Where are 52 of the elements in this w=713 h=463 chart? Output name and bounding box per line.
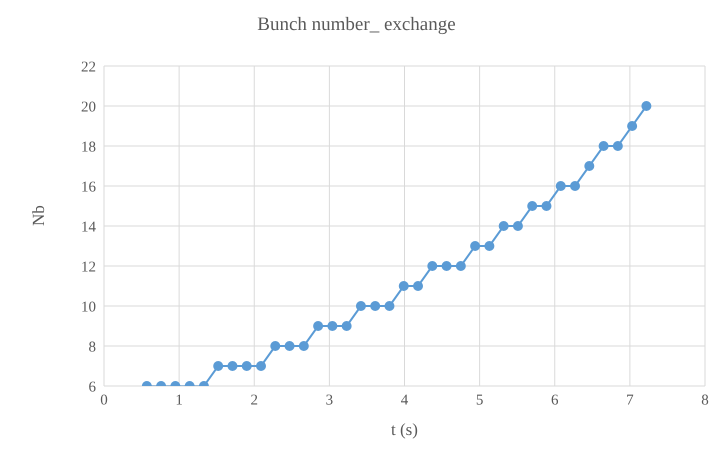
point (427, 261, 438, 271)
point (641, 101, 652, 111)
point (570, 181, 580, 191)
point (313, 321, 324, 331)
point (498, 221, 509, 231)
x-tick-label: 3 (326, 392, 334, 409)
point (284, 341, 295, 351)
x-tick-label: 5 (476, 392, 484, 409)
y-tick-label: 14 (81, 219, 96, 236)
point (627, 121, 638, 131)
y-tick-label: 8 (88, 339, 96, 356)
point (242, 361, 252, 371)
point (556, 181, 566, 191)
point (342, 321, 352, 331)
y-tick-label: 18 (81, 139, 96, 156)
point (327, 321, 338, 331)
point (384, 301, 394, 311)
y-tick-label: 22 (81, 59, 96, 76)
y-tick-label: 20 (81, 99, 96, 116)
x-tick-label: 8 (701, 392, 709, 409)
point (598, 141, 609, 151)
point (470, 241, 480, 251)
point (512, 221, 523, 231)
point (370, 301, 380, 311)
point (484, 241, 494, 251)
chart-title: Bunch number_ exchange (256, 14, 457, 36)
point (227, 361, 238, 371)
point (584, 161, 594, 171)
x-tick-label: 6 (551, 392, 559, 409)
point (612, 141, 623, 151)
point (213, 361, 224, 371)
point (442, 261, 452, 271)
x-tick-label: 4 (400, 392, 409, 409)
y-tick-label: 6 (88, 379, 96, 396)
point (256, 361, 266, 371)
x-tick-label: 0 (100, 392, 108, 409)
x-tick-label: 7 (626, 392, 634, 409)
y-tick-label: 10 (81, 299, 96, 316)
y-tick-label: 16 (81, 179, 96, 196)
point (413, 281, 424, 291)
y-axis-title: Nb (29, 205, 48, 226)
point (270, 341, 280, 351)
x-tick-label: 2 (250, 392, 258, 409)
point (398, 281, 409, 291)
point (456, 261, 466, 271)
point (527, 201, 538, 211)
x-axis-title: t (s) (391, 420, 418, 439)
point (541, 201, 552, 211)
point (356, 301, 366, 311)
y-tick-label: 12 (81, 259, 96, 276)
x-tick-label: 1 (175, 392, 183, 409)
point (298, 341, 309, 351)
